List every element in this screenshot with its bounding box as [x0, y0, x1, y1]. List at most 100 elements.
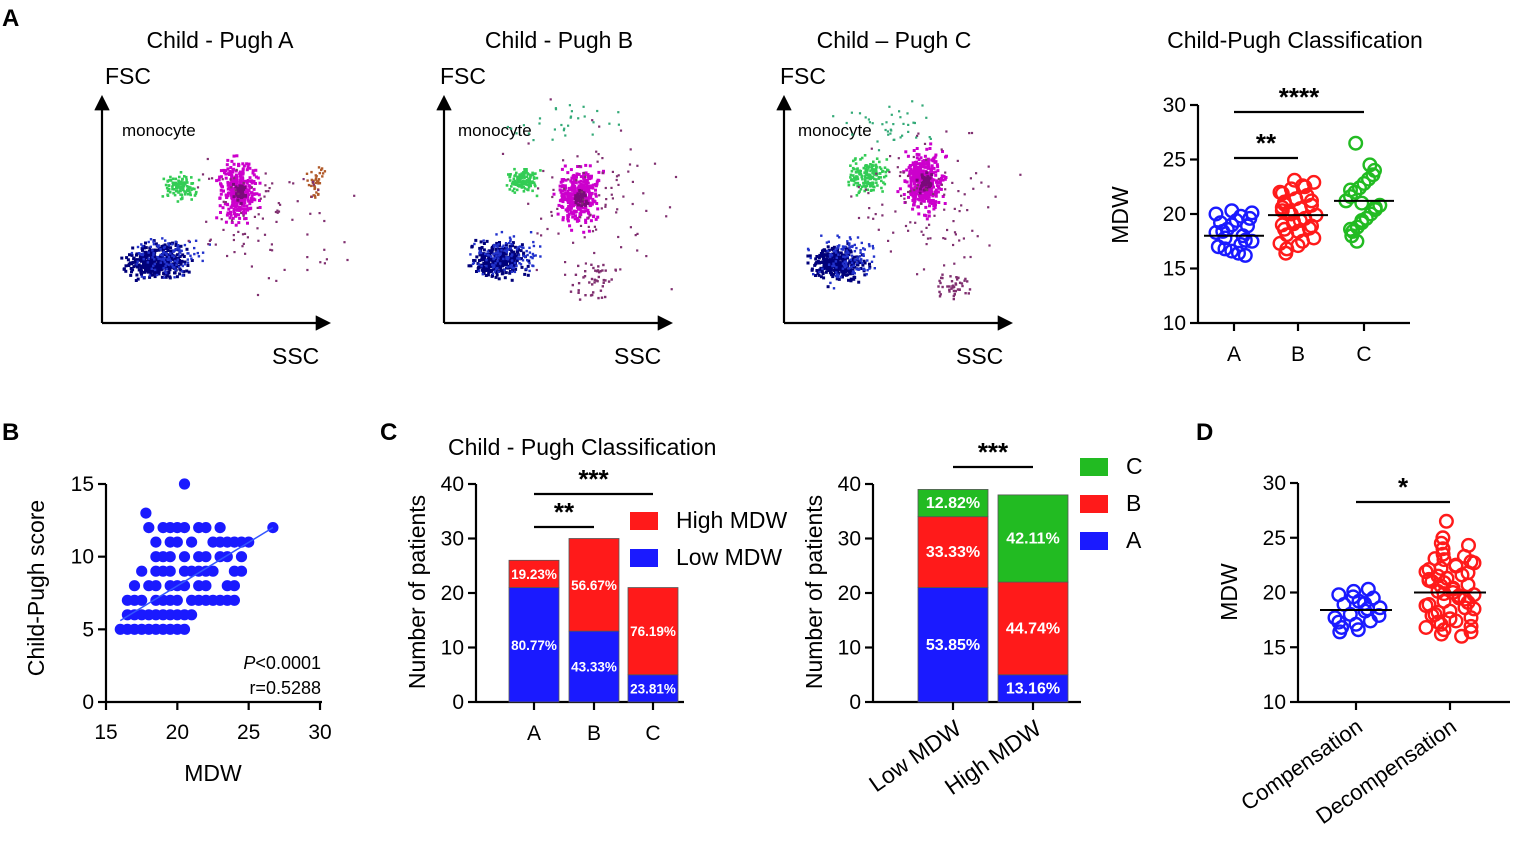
flow-dot-lymphocyte — [817, 273, 821, 277]
flow-dot-lymphocyte — [165, 262, 168, 265]
flow-dot-lymphocyte — [505, 251, 509, 254]
flow-dot-lymphocyte — [208, 243, 211, 246]
data-point — [1303, 218, 1319, 234]
flow-dot-event — [593, 251, 596, 255]
flow-dot-event — [593, 278, 596, 281]
flow-dot-event — [942, 237, 945, 240]
flow-dot-granulocyte — [917, 184, 921, 188]
flow-dot-granulocyte — [237, 221, 241, 225]
y-tick-label: 25 — [1163, 149, 1186, 172]
flow-dot-event — [968, 288, 972, 291]
flow-dot-lymphocyte — [816, 271, 820, 275]
flow-dot-event — [564, 273, 567, 276]
flow-dot-lymphocyte — [845, 249, 849, 252]
flow-dot-granulocyte — [237, 190, 241, 194]
flow-dot-event — [850, 195, 853, 198]
flow-dot-lymphocyte — [814, 262, 818, 266]
flow-dot-event — [845, 121, 848, 125]
flow-dot-lymphocyte — [152, 266, 156, 269]
flow-dot-granulocyte — [223, 202, 227, 206]
flow-dot-event — [886, 130, 889, 133]
flow-dot-lymphocyte — [511, 261, 515, 265]
flow-dot-granulocyte — [928, 198, 931, 202]
flow-dot-lymphocyte — [480, 255, 484, 259]
flow-dot-lymphocyte — [846, 242, 850, 246]
flow-dot-granulocyte — [231, 190, 234, 193]
flow-dot-granulocyte — [909, 167, 913, 171]
flow-dot-monocyte — [527, 186, 531, 189]
flow-dot-monocyte — [520, 175, 523, 179]
flow-dot-lymphocyte — [847, 270, 851, 274]
flow-dot-event — [949, 275, 952, 278]
flow-dot-monocyte — [515, 188, 519, 192]
flow-dot-lymphocyte — [833, 264, 836, 268]
flow-dot-monocyte — [510, 185, 513, 188]
flow-dot-lymphocyte — [483, 261, 487, 265]
flow-dot-event — [892, 231, 895, 234]
flow-dot-lymphocyte — [504, 242, 508, 245]
flow-dot-monocyte — [871, 167, 874, 171]
flow-dot-granulocyte — [240, 203, 244, 207]
flow-dot-lymphocyte — [532, 240, 535, 244]
regression-line — [119, 526, 274, 622]
flow-dot-monocyte — [185, 185, 189, 188]
flow-dot-monocyte — [161, 195, 165, 198]
flow-dot-granulocyte — [582, 210, 586, 214]
flow-dot-lymphocyte — [171, 265, 175, 269]
flow-dot-event — [600, 296, 604, 299]
flow-dot-granulocyte — [911, 161, 915, 165]
flow-dot-granulocyte — [249, 197, 253, 201]
flow-dot-lymphocyte — [164, 252, 168, 255]
flow-dot-monocyte — [171, 187, 174, 191]
flow-dot-lymphocyte — [837, 255, 841, 259]
flow-dot-granulocyte — [574, 194, 578, 198]
flow-dot-lymphocyte — [508, 262, 512, 266]
flow-dot-granulocyte — [236, 198, 240, 202]
flow-dot-lymphocyte — [502, 244, 505, 247]
flow-dot-lymphocyte — [494, 275, 498, 279]
flow-dot-granulocyte — [559, 190, 563, 194]
flow-dot-granulocyte — [229, 166, 233, 169]
flow-dot-granulocyte — [591, 197, 595, 201]
flow-dot-event — [205, 220, 208, 223]
flow-dot-event — [634, 234, 637, 237]
flow-dot-monocyte — [872, 185, 875, 188]
flow-dot-monocyte — [849, 176, 852, 179]
flow-dot-event — [937, 177, 940, 180]
flow-dot-lymphocyte — [836, 270, 840, 273]
flow-dot-event — [229, 178, 232, 181]
flow-dot-lymphocyte — [500, 272, 504, 276]
flow-dot-event — [582, 198, 585, 201]
flow-dot-event — [920, 202, 923, 205]
flow-dot-lymphocyte — [846, 264, 850, 268]
flow-dot-lymphocyte — [142, 261, 146, 265]
flow-dot-lymphocyte — [143, 276, 146, 279]
flow-dot-granulocyte — [928, 204, 931, 208]
data-point — [1274, 203, 1290, 219]
flow-dot-event — [226, 254, 229, 258]
flow-dot-event — [943, 264, 946, 267]
flow-dot-lymphocyte — [822, 276, 826, 280]
flow-dot-lymphocyte — [808, 254, 812, 258]
flow-dot-lymphocyte — [510, 249, 514, 253]
flow-dot-granulocyte — [923, 194, 927, 198]
flow-dot-granulocyte — [236, 185, 240, 188]
flow-dot-granulocyte — [246, 195, 250, 199]
flow-dot-lymphocyte — [504, 271, 508, 275]
data-point — [1276, 196, 1292, 212]
flow-dot-event — [527, 202, 530, 205]
flow-dot-lymphocyte — [509, 238, 512, 241]
flow-dot-event — [898, 110, 901, 113]
flow-dot-lymphocyte — [174, 268, 177, 272]
data-point — [1448, 558, 1464, 574]
flow-dot-event — [952, 289, 956, 293]
flow-dot-event — [568, 104, 571, 107]
flow-dot-lymphocyte — [495, 273, 499, 277]
flow-dot-granulocyte — [231, 203, 235, 207]
flow-dot-granulocyte — [590, 174, 593, 178]
flow-dot-event — [617, 183, 620, 186]
flow-dot-granulocyte — [934, 173, 938, 177]
flow-dot-granulocyte — [574, 201, 578, 205]
flow-dot-lymphocyte — [179, 244, 183, 248]
flow-dot-lymphocyte — [497, 261, 501, 265]
